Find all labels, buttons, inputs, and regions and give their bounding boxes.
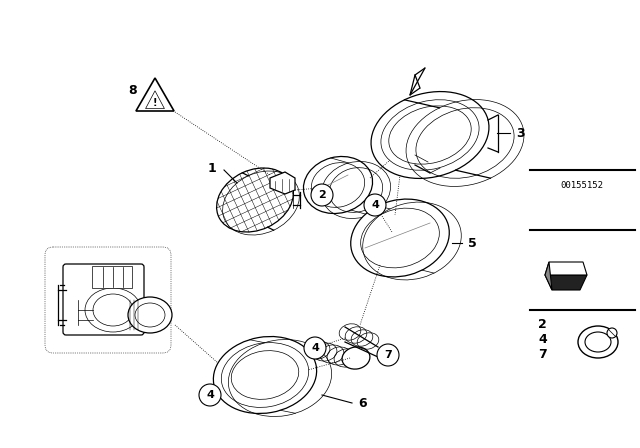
Text: 6: 6 xyxy=(358,396,367,409)
Circle shape xyxy=(199,384,221,406)
Text: 8: 8 xyxy=(128,83,136,96)
Text: 4: 4 xyxy=(311,343,319,353)
Circle shape xyxy=(364,194,386,216)
Polygon shape xyxy=(545,262,587,275)
Polygon shape xyxy=(136,78,174,111)
Text: 4: 4 xyxy=(206,390,214,400)
Text: 7: 7 xyxy=(384,350,392,360)
Text: 00155152: 00155152 xyxy=(561,181,604,190)
Polygon shape xyxy=(545,262,552,290)
Text: 4: 4 xyxy=(538,333,547,346)
Circle shape xyxy=(607,328,617,338)
Ellipse shape xyxy=(351,199,449,277)
Circle shape xyxy=(304,337,326,359)
Text: 7: 7 xyxy=(538,348,547,361)
Polygon shape xyxy=(545,275,587,290)
FancyBboxPatch shape xyxy=(63,264,144,335)
Ellipse shape xyxy=(342,347,370,369)
Ellipse shape xyxy=(578,326,618,358)
Text: 5: 5 xyxy=(468,237,477,250)
Text: 2: 2 xyxy=(318,190,326,200)
Ellipse shape xyxy=(303,156,372,214)
Circle shape xyxy=(377,344,399,366)
Polygon shape xyxy=(270,172,295,194)
Ellipse shape xyxy=(371,91,489,178)
Text: !: ! xyxy=(153,98,157,108)
Ellipse shape xyxy=(128,297,172,333)
Text: 1: 1 xyxy=(208,161,217,175)
Text: 2: 2 xyxy=(538,318,547,331)
Ellipse shape xyxy=(213,336,317,414)
FancyBboxPatch shape xyxy=(92,266,132,288)
FancyBboxPatch shape xyxy=(45,247,171,353)
Text: 4: 4 xyxy=(371,200,379,210)
Ellipse shape xyxy=(216,168,293,232)
Circle shape xyxy=(311,184,333,206)
Text: 3: 3 xyxy=(516,126,525,139)
